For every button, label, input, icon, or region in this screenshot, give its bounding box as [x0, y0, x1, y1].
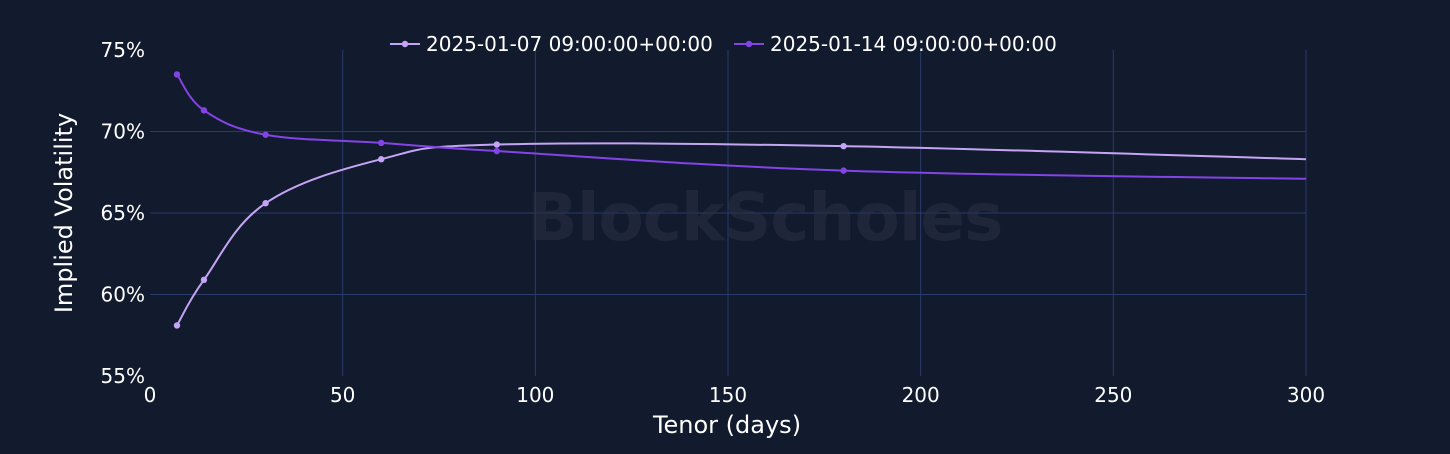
legend-marker-2: [745, 40, 753, 48]
data-point: [173, 71, 181, 78]
legend: 2025-01-07 09:00:00+00:00 2025-01-14 09:0…: [390, 32, 1057, 56]
x-tick-label: 50: [330, 383, 355, 407]
data-point: [262, 200, 269, 207]
x-tick-label: 150: [709, 383, 747, 407]
legend-label-1: 2025-01-07 09:00:00+00:00: [426, 32, 713, 56]
y-tick-label: 65%: [101, 201, 145, 225]
series-line-1: [176, 142, 1307, 326]
x-axis-ticks: 0 50 100 150 200 250 300: [144, 383, 1325, 407]
y-tick-label: 60%: [101, 283, 145, 307]
data-point: [200, 107, 208, 114]
data-point: [493, 141, 500, 148]
data-point: [840, 142, 847, 150]
data-point: [200, 276, 208, 284]
x-tick-label: 300: [1287, 383, 1325, 407]
series-line-2: [176, 73, 1307, 180]
legend-marker-1: [401, 40, 409, 48]
x-tick-label: 250: [1094, 383, 1132, 407]
y-tick-label: 55%: [101, 364, 145, 388]
data-point: [378, 156, 385, 163]
data-point: [840, 167, 847, 174]
x-tick-label: 0: [144, 383, 157, 407]
y-tick-label: 70%: [101, 120, 145, 144]
x-tick-label: 100: [516, 383, 554, 407]
series-layer: [173, 71, 1307, 329]
data-point: [262, 131, 269, 138]
x-axis-title: Tenor (days): [652, 411, 801, 439]
y-axis-ticks: 55% 60% 65% 70% 75%: [101, 38, 145, 388]
data-point: [173, 322, 181, 329]
x-tick-label: 200: [902, 383, 940, 407]
data-point: [378, 139, 385, 147]
y-axis-title: Implied Volatility: [50, 113, 78, 313]
grid-layer: [150, 50, 1307, 376]
legend-label-2: 2025-01-14 09:00:00+00:00: [770, 32, 1057, 56]
data-point: [493, 147, 500, 155]
watermark: BlockScholes: [528, 179, 1003, 256]
y-tick-label: 75%: [101, 38, 145, 62]
